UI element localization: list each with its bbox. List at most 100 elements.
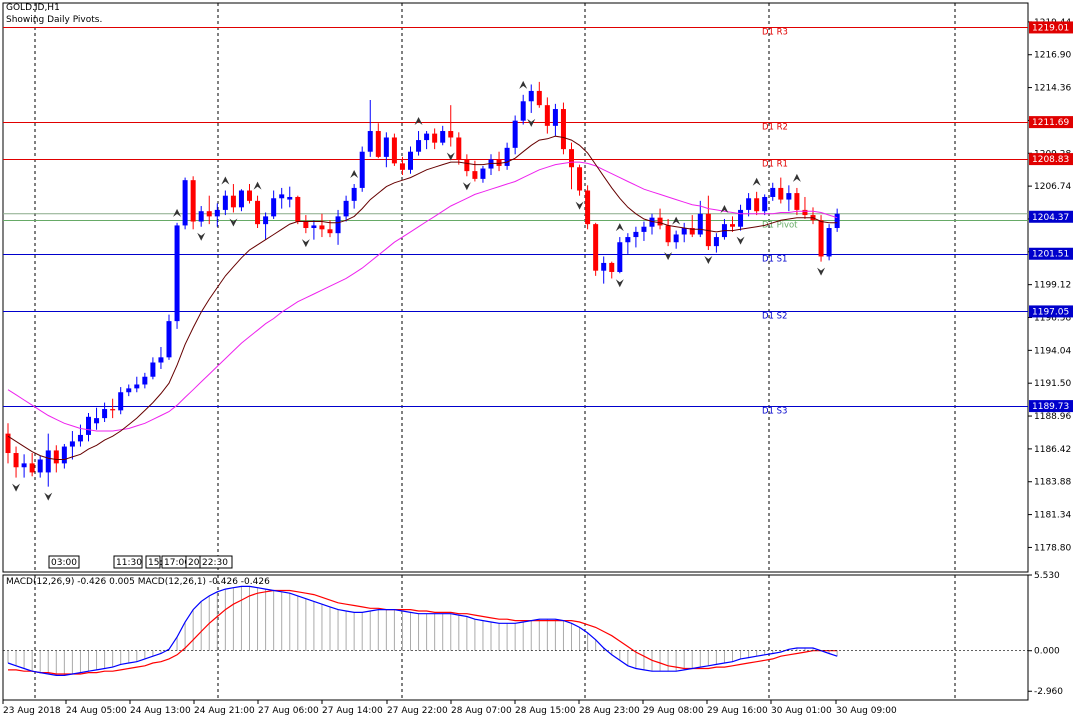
pivot-label: D1 S2 (762, 312, 787, 322)
time-label: 24 Aug 05:00 (66, 706, 127, 716)
fractal-down-marker (615, 279, 624, 288)
candle-body (238, 190, 244, 208)
candle-body (746, 198, 752, 210)
candle-body (287, 196, 293, 200)
candle-body (456, 137, 462, 160)
session-box (48, 555, 80, 569)
candle-body (448, 131, 454, 138)
price-tick-label: 1191.50 (1034, 379, 1071, 389)
fractal-up-marker (173, 208, 182, 217)
candle-body (569, 149, 574, 168)
macd-tick-label: 0.000 (1034, 647, 1060, 657)
candle-body (367, 131, 373, 152)
candle-body (786, 193, 792, 200)
candle-body (730, 224, 735, 227)
price-tag (1029, 116, 1073, 129)
pivot-info: Showing Daily Pivots. (6, 15, 103, 25)
candle-body (697, 213, 703, 235)
price-tick-label: 1178.80 (1034, 543, 1071, 553)
candle-body (134, 384, 140, 389)
fractal-down-marker (462, 182, 471, 191)
price-tag-label: 1211.69 (1032, 118, 1069, 128)
price-tag (1029, 210, 1073, 223)
candle-body (351, 187, 357, 201)
macd-signal-line (8, 589, 838, 675)
candle-body (665, 225, 671, 243)
candle-body (552, 109, 558, 126)
time-label: 28 Aug 23:00 (579, 706, 640, 716)
candle-body (383, 137, 389, 157)
candle-body (303, 221, 309, 229)
session-label: 17:00 (164, 558, 190, 568)
time-label: 23 Aug 2018 (3, 706, 61, 716)
candle-body (577, 167, 583, 191)
pivot-label: D1 S1 (762, 255, 787, 265)
candle-body (609, 262, 615, 272)
candle-body (536, 90, 542, 106)
time-label: 24 Aug 13:00 (130, 706, 191, 716)
candle-body (770, 187, 776, 197)
candles (5, 81, 840, 487)
candle-body (496, 159, 502, 166)
candle-body (601, 262, 607, 271)
fractal-up-marker (414, 117, 423, 126)
candle-body (689, 228, 695, 235)
time-label: 29 Aug 08:00 (643, 706, 704, 716)
candle-body (29, 463, 35, 473)
price-tag (1029, 153, 1073, 166)
price-tick-label: 1181.34 (1034, 511, 1071, 521)
time-label: 27 Aug 22:00 (387, 706, 448, 716)
candle-body (528, 90, 534, 102)
candle-body (480, 168, 486, 179)
candle-body (94, 418, 100, 424)
fractal-down-marker (817, 267, 826, 276)
candle-body (416, 140, 422, 152)
macd-tick-label: -2.960 (1034, 687, 1063, 697)
candle-body (255, 200, 261, 225)
session-label: 03:00 (51, 558, 77, 568)
fractal-down-marker (527, 118, 536, 127)
candle-body (625, 237, 631, 243)
time-label: 28 Aug 07:00 (451, 706, 512, 716)
candle-body (633, 231, 639, 238)
candle-body (504, 147, 510, 166)
session-box (145, 555, 161, 569)
pivot-label: D1 S3 (762, 407, 787, 417)
time-label: 27 Aug 14:00 (322, 706, 383, 716)
macd-tick-label: 5.530 (1034, 571, 1060, 581)
price-axis: 1219.441216.901214.361211.821209.281206.… (1028, 18, 1073, 697)
fractal-up-marker (792, 173, 801, 182)
ma-fast-line (7, 135, 838, 460)
candle-body (5, 433, 11, 454)
session-label: 20: (188, 558, 202, 568)
ma-slow-line (7, 161, 838, 432)
pivot-label: D1 R2 (762, 123, 788, 133)
candle-body (520, 101, 526, 121)
candle-body (641, 226, 647, 232)
price-tick-label: 1216.90 (1034, 51, 1071, 61)
session-box (199, 555, 233, 569)
candle-body (150, 362, 156, 377)
price-tick-label: 1196.58 (1034, 314, 1071, 324)
candle-body (794, 193, 800, 210)
candle-body (319, 225, 325, 230)
time-label: 27 Aug 06:00 (258, 706, 319, 716)
candle-body (408, 151, 413, 170)
price-tick-label: 1199.12 (1034, 281, 1071, 291)
time-label: 29 Aug 16:00 (707, 706, 768, 716)
fractal-down-marker (301, 239, 310, 248)
candle-body (37, 459, 43, 473)
price-tag (1029, 400, 1073, 413)
candle-body (713, 237, 719, 247)
candle-body (311, 225, 317, 229)
time-label: 30 Aug 01:00 (771, 706, 832, 716)
time-label: 28 Aug 15:00 (515, 706, 576, 716)
pivot-label: D1 R3 (762, 28, 788, 38)
candle-body (13, 453, 19, 468)
price-tick-label: 1194.04 (1034, 346, 1071, 356)
fractal-down-marker (446, 152, 455, 161)
candle-body (512, 120, 518, 148)
candle-body (279, 194, 285, 199)
